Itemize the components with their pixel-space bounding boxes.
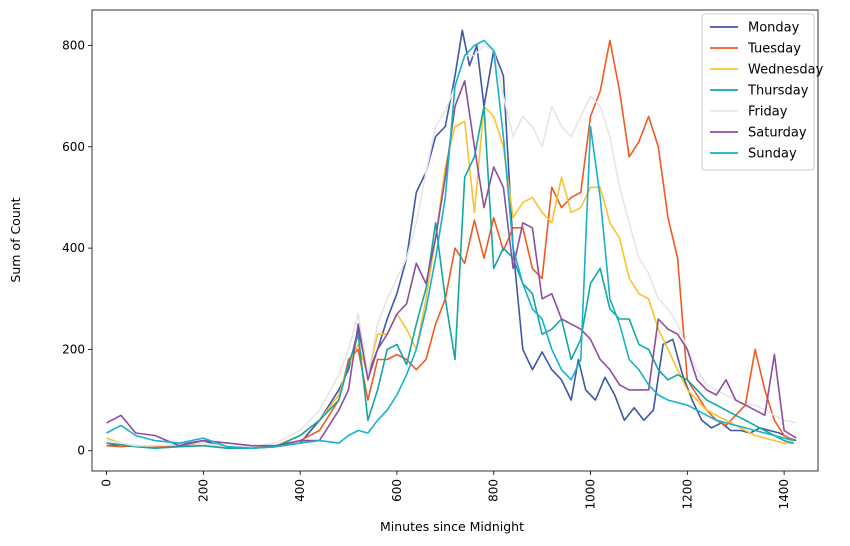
series-line-tuesday [106,39,795,449]
legend: Monday Tuesday Wednesday Thursday Friday Satu… [701,13,824,171]
legend-label-sunday: Sunday [748,147,797,162]
series-lines [106,29,797,449]
legend-frame [701,13,815,171]
y-tick-label: 800 [62,38,85,52]
series-line-sunday [106,39,794,449]
x-tick-label: 1200 [680,479,694,510]
x-tick-label: 400 [293,479,307,502]
legend-label-saturday: Saturday [748,126,807,141]
y-tick-label: 0 [77,444,85,458]
legend-label-monday: Monday [748,21,800,36]
legend-label-thursday: Thursday [747,84,809,99]
y-tick-label: 600 [62,140,85,154]
legend-label-friday: Friday [748,105,788,120]
y-tick-label: 400 [62,241,85,255]
x-tick-label: 600 [390,479,404,502]
legend-label-wednesday: Wednesday [748,63,824,78]
y-axis-ticks: 0 200 400 600 800 [62,38,92,458]
x-tick-label: 1400 [777,479,791,510]
x-tick-label: 200 [196,479,210,502]
series-line-friday [106,44,797,448]
y-tick-label: 200 [62,342,85,356]
y-axis-title: Sum of Count [8,197,23,282]
series-line-saturday [106,80,797,447]
x-tick-label: 0 [100,479,114,487]
x-tick-label: 1000 [584,479,598,510]
legend-label-tuesday: Tuesday [747,42,801,57]
x-axis-title: Minutes since Midnight [380,519,524,534]
plot-frame [91,9,819,472]
x-tick-label: 800 [487,479,501,502]
series-line-thursday [106,105,794,449]
x-axis-ticks: 0 200 400 600 800 1000 1200 1400 [100,471,791,510]
